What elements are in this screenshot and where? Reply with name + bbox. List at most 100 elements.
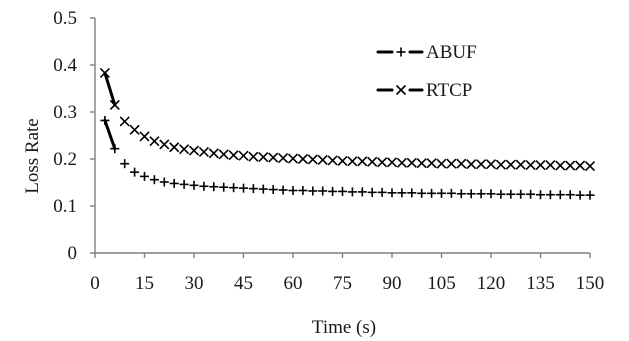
legend-marker-rtcp: [395, 84, 407, 96]
data-point-rtcp: [555, 160, 566, 171]
data-point-rtcp: [515, 159, 526, 170]
data-point-rtcp: [347, 156, 358, 167]
data-point-rtcp: [228, 150, 239, 161]
data-point-abuf: [407, 188, 417, 198]
data-point-abuf: [199, 181, 209, 191]
data-point-abuf: [555, 190, 565, 200]
data-point-abuf: [229, 183, 239, 193]
x-tick-label: 75: [333, 273, 352, 294]
data-point-rtcp: [119, 116, 130, 127]
data-point-abuf: [417, 188, 427, 198]
x-tick-label: 45: [234, 273, 253, 294]
data-point-rtcp: [575, 160, 586, 171]
data-point-abuf: [130, 167, 140, 177]
data-point-abuf: [446, 188, 456, 198]
data-point-abuf: [179, 179, 189, 189]
data-point-rtcp: [446, 158, 457, 169]
data-point-rtcp: [495, 159, 506, 170]
data-point-abuf: [585, 190, 595, 200]
data-point-rtcp: [188, 145, 200, 156]
series-line-abuf: [103, 118, 117, 151]
series-rtcp: [99, 67, 596, 172]
data-point-rtcp: [456, 158, 467, 169]
data-point-rtcp: [584, 160, 596, 172]
data-point-abuf: [357, 187, 367, 197]
data-point-rtcp: [545, 160, 556, 171]
data-point-rtcp: [99, 67, 110, 79]
data-point-abuf: [209, 182, 219, 192]
data-point-abuf: [387, 188, 397, 198]
data-point-abuf: [496, 189, 506, 199]
x-tick-label: 15: [135, 273, 154, 294]
data-point-rtcp: [535, 160, 546, 171]
axes: [90, 17, 591, 258]
data-point-abuf: [140, 171, 149, 181]
data-point-rtcp: [525, 160, 536, 171]
data-point-abuf: [575, 190, 585, 200]
legend-item-abuf: ABUF: [376, 42, 477, 63]
data-point-abuf: [258, 184, 268, 194]
y-tick-label: 0: [68, 243, 78, 264]
data-point-rtcp: [198, 146, 209, 158]
data-point-rtcp: [485, 159, 497, 170]
data-point-rtcp: [268, 152, 279, 163]
tick-labels: 0 0.1 0.2 0.3 0.4 0.5 0 15 30 45 60 75 90 105 120 135 15…: [53, 8, 604, 294]
data-point-rtcp: [287, 153, 299, 164]
data-point-rtcp: [377, 157, 388, 168]
x-tick-label: 0: [90, 273, 100, 294]
data-point-abuf: [298, 185, 308, 195]
data-point-rtcp: [396, 157, 407, 168]
data-point-rtcp: [357, 156, 368, 167]
data-point-abuf: [318, 186, 328, 196]
data-point-rtcp: [129, 124, 140, 135]
data-point-rtcp: [169, 142, 180, 153]
data-point-abuf: [377, 187, 387, 197]
data-point-abuf: [268, 185, 278, 195]
data-point-rtcp: [466, 159, 477, 170]
x-tick-label: 90: [383, 273, 402, 294]
data-point-rtcp: [337, 155, 348, 166]
data-point-rtcp: [278, 152, 289, 164]
data-point-abuf: [545, 190, 555, 200]
x-tick-label: 120: [477, 273, 506, 294]
data-point-rtcp: [426, 158, 437, 169]
data-point-rtcp: [218, 149, 229, 160]
data-point-rtcp: [297, 153, 308, 165]
data-point-abuf: [239, 183, 248, 193]
data-point-abuf: [328, 186, 338, 196]
legend-marker-abuf: [396, 47, 406, 57]
data-point-rtcp: [159, 139, 170, 150]
y-tick-label: 0.1: [53, 196, 77, 217]
data-point-abuf: [486, 189, 496, 199]
data-point-abuf: [347, 187, 357, 197]
data-point-abuf: [110, 144, 120, 154]
data-point-abuf: [437, 188, 446, 198]
legend-label-abuf: ABUF: [426, 42, 477, 63]
data-point-rtcp: [149, 136, 160, 147]
x-tick-label: 150: [576, 273, 605, 294]
x-tick-label: 105: [427, 273, 456, 294]
data-point-abuf: [397, 188, 407, 198]
data-point-rtcp: [436, 158, 447, 169]
data-point-abuf: [476, 189, 486, 199]
legend: ABUF RTCP: [376, 42, 477, 101]
data-point-abuf: [367, 187, 377, 197]
data-point-rtcp: [208, 148, 219, 159]
data-point-abuf: [100, 115, 110, 125]
series-line-rtcp: [103, 71, 117, 107]
data-point-abuf: [219, 182, 229, 192]
data-point-abuf: [288, 185, 298, 195]
data-point-abuf: [169, 178, 179, 188]
data-point-rtcp: [386, 157, 398, 168]
data-point-abuf: [248, 184, 258, 194]
data-point-rtcp: [307, 154, 318, 165]
x-tick-label: 30: [185, 273, 204, 294]
data-point-abuf: [189, 180, 199, 190]
data-point-abuf: [456, 189, 466, 199]
data-point-rtcp: [317, 154, 328, 166]
data-point-abuf: [506, 189, 516, 199]
data-point-abuf: [516, 189, 526, 199]
data-point-abuf: [536, 190, 545, 200]
data-point-rtcp: [238, 150, 249, 161]
